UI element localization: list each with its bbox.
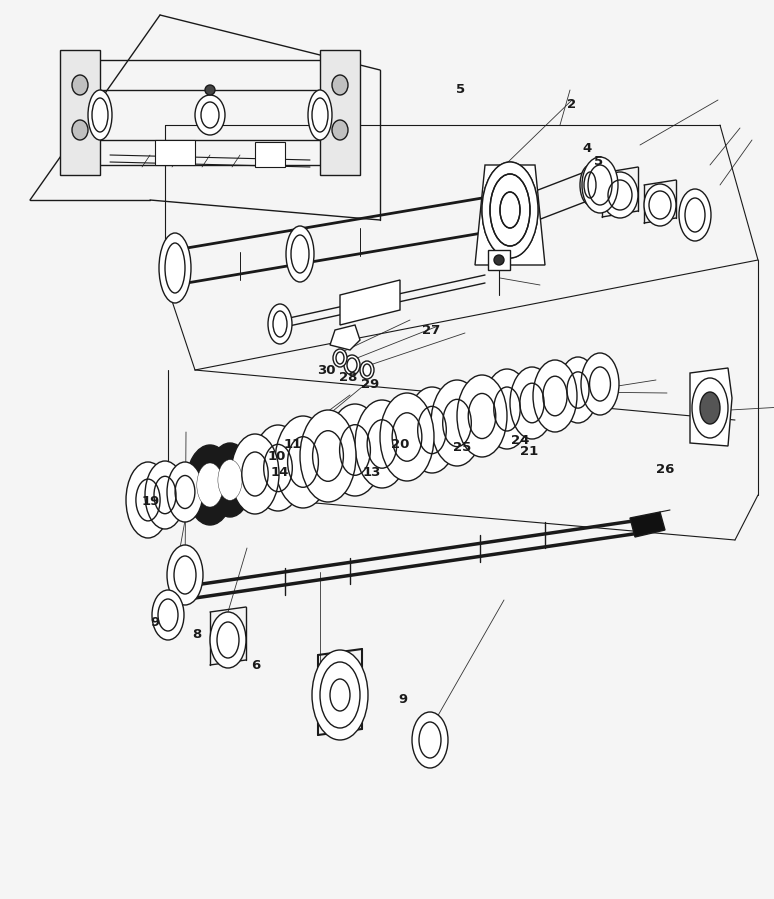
Ellipse shape	[145, 461, 185, 529]
Ellipse shape	[360, 361, 374, 379]
Text: 28: 28	[339, 371, 358, 384]
Ellipse shape	[252, 425, 304, 511]
Ellipse shape	[333, 349, 347, 367]
Ellipse shape	[72, 120, 88, 140]
Ellipse shape	[380, 393, 434, 481]
Text: 6: 6	[251, 659, 260, 672]
Ellipse shape	[692, 378, 728, 438]
Ellipse shape	[355, 400, 409, 488]
Ellipse shape	[300, 410, 356, 502]
Text: 25: 25	[453, 441, 471, 454]
Ellipse shape	[197, 463, 223, 507]
Text: 5: 5	[594, 156, 603, 168]
Ellipse shape	[286, 226, 314, 282]
Ellipse shape	[210, 612, 246, 668]
Ellipse shape	[231, 434, 279, 514]
Ellipse shape	[679, 189, 711, 241]
Text: 19: 19	[142, 495, 160, 508]
Ellipse shape	[482, 162, 538, 258]
Ellipse shape	[167, 462, 203, 522]
Text: 24: 24	[511, 434, 529, 447]
Text: 13: 13	[362, 467, 381, 479]
Bar	[488, 250, 510, 270]
Ellipse shape	[581, 353, 619, 415]
Polygon shape	[630, 512, 665, 537]
Ellipse shape	[533, 360, 577, 432]
Ellipse shape	[482, 162, 538, 258]
Ellipse shape	[72, 75, 88, 95]
Ellipse shape	[312, 650, 368, 740]
Ellipse shape	[700, 392, 720, 424]
Ellipse shape	[406, 387, 458, 473]
Ellipse shape	[159, 233, 191, 303]
Ellipse shape	[186, 445, 234, 525]
Ellipse shape	[580, 165, 600, 205]
Ellipse shape	[208, 443, 252, 517]
Ellipse shape	[602, 172, 638, 218]
Ellipse shape	[195, 95, 225, 135]
Text: 4: 4	[582, 142, 591, 155]
Ellipse shape	[344, 355, 360, 375]
Ellipse shape	[510, 367, 554, 439]
Text: 9: 9	[150, 616, 159, 628]
Ellipse shape	[327, 404, 383, 496]
Ellipse shape	[431, 380, 483, 466]
Ellipse shape	[167, 545, 203, 605]
Text: 21: 21	[520, 445, 539, 458]
Ellipse shape	[457, 375, 507, 457]
Polygon shape	[340, 280, 400, 325]
Ellipse shape	[218, 459, 242, 501]
Polygon shape	[255, 142, 285, 167]
Ellipse shape	[332, 120, 348, 140]
Text: 27: 27	[422, 325, 440, 337]
Text: 14: 14	[271, 467, 289, 479]
Text: 29: 29	[361, 378, 379, 391]
Ellipse shape	[494, 255, 504, 265]
Polygon shape	[320, 50, 360, 175]
Text: 10: 10	[268, 450, 286, 463]
Text: 2: 2	[567, 98, 576, 111]
Ellipse shape	[126, 462, 170, 538]
Ellipse shape	[308, 90, 332, 140]
Polygon shape	[330, 325, 360, 350]
Text: 20: 20	[391, 438, 409, 450]
Ellipse shape	[88, 90, 112, 140]
Text: 11: 11	[283, 438, 302, 450]
Ellipse shape	[582, 157, 618, 213]
Polygon shape	[60, 50, 100, 175]
Ellipse shape	[558, 357, 598, 423]
Text: 8: 8	[193, 628, 202, 641]
Text: 30: 30	[317, 364, 336, 377]
Ellipse shape	[205, 85, 215, 95]
Ellipse shape	[644, 184, 676, 226]
Text: 9: 9	[398, 693, 407, 706]
Ellipse shape	[332, 75, 348, 95]
Polygon shape	[475, 165, 545, 265]
Ellipse shape	[275, 416, 331, 508]
Text: 26: 26	[656, 463, 675, 476]
Ellipse shape	[152, 590, 184, 640]
Polygon shape	[690, 368, 732, 446]
Text: 5: 5	[456, 84, 465, 96]
Ellipse shape	[412, 712, 448, 768]
Ellipse shape	[268, 304, 292, 344]
Ellipse shape	[483, 369, 531, 449]
Polygon shape	[155, 140, 195, 165]
